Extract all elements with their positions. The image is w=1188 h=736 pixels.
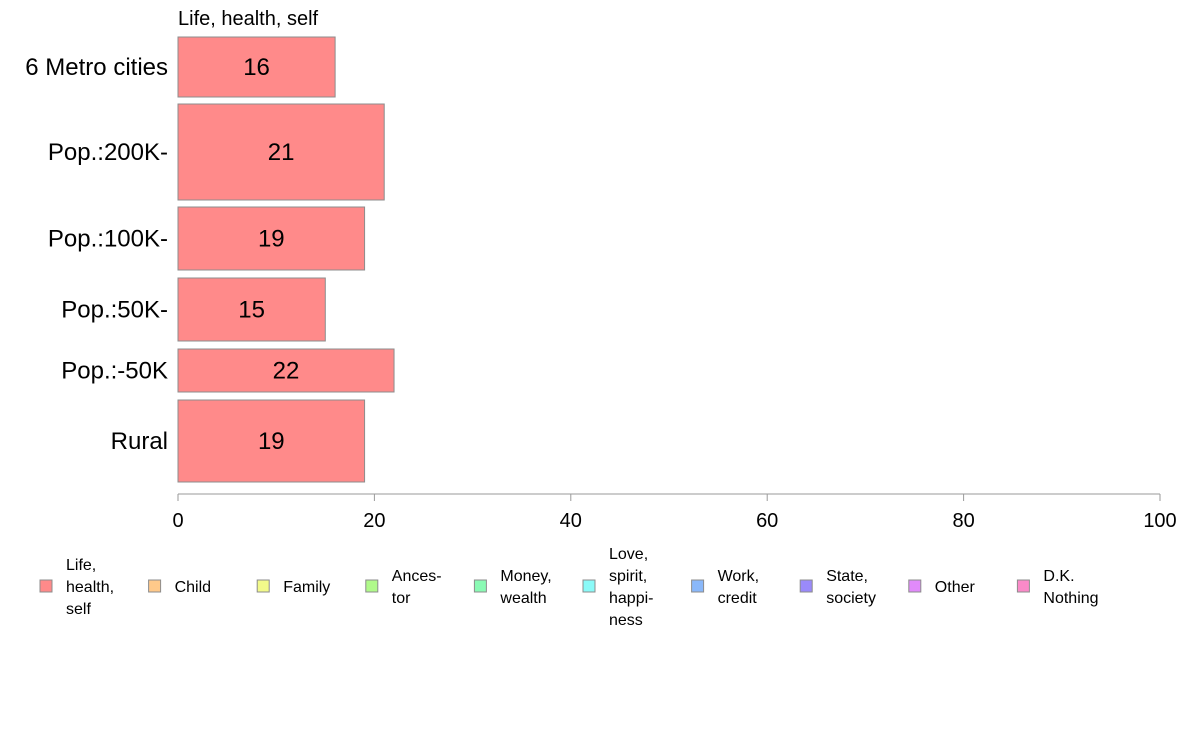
bar-value-label: 19 [258, 226, 285, 253]
legend-label: State, society [826, 568, 876, 607]
legend-swatch [365, 579, 379, 593]
legend-label: Child [175, 579, 211, 596]
bar-value-label: 21 [268, 139, 295, 166]
x-tick-label: 40 [560, 510, 582, 532]
category-label: Pop.:50K- [61, 297, 168, 324]
legend-swatch [1016, 579, 1030, 593]
bars-group: 6 Metro cities 16 Pop.:200K- 21 Pop.:100K- 19… [25, 36, 395, 483]
bar [177, 206, 366, 271]
category-label: Rural [111, 428, 168, 455]
legend-label: Other [935, 579, 976, 596]
bar [177, 348, 395, 393]
legend-label: Life, health, self [66, 557, 114, 618]
x-tick-label: 20 [363, 510, 385, 532]
legend-swatch [582, 579, 596, 593]
bar [177, 103, 385, 201]
legend-swatch [908, 579, 922, 593]
legend-label: Money, wealth [499, 568, 551, 607]
bar [177, 399, 366, 483]
x-tick-label: 80 [952, 510, 974, 532]
legend-label: Ances-tor [392, 568, 442, 607]
category-label: Pop.:200K- [48, 139, 168, 166]
bar [177, 277, 326, 342]
x-tick-label: 0 [172, 510, 183, 532]
legend-swatch [799, 579, 813, 593]
legend-swatch [256, 579, 270, 593]
legend-label: Love, spirit, happi-ness [609, 546, 653, 629]
legend-swatch [691, 579, 705, 593]
category-label: Pop.:100K- [48, 226, 168, 253]
legend-label: Family [283, 579, 330, 596]
bar-value-label: 15 [238, 297, 265, 324]
x-tick-label: 60 [756, 510, 778, 532]
x-axis: 0 20 40 60 80 100 [172, 493, 1177, 532]
legend: Life, health, self Child Family Ances-tor Mone… [39, 546, 1099, 629]
legend-label: Work, credit [718, 568, 759, 607]
category-label: 6 Metro cities [25, 54, 168, 81]
legend-swatch [148, 579, 162, 593]
bar-value-label: 19 [258, 428, 285, 455]
legend-label: D.K. Nothing [1043, 568, 1098, 607]
legend-swatch [473, 579, 487, 593]
series-title: Life, health, self [178, 8, 319, 30]
category-label: Pop.:-50K [61, 358, 168, 385]
bar-value-label: 22 [273, 358, 300, 385]
bar-value-label: 16 [243, 54, 270, 81]
bar [177, 36, 336, 98]
x-tick-label: 100 [1143, 510, 1176, 532]
legend-swatch [39, 579, 53, 593]
